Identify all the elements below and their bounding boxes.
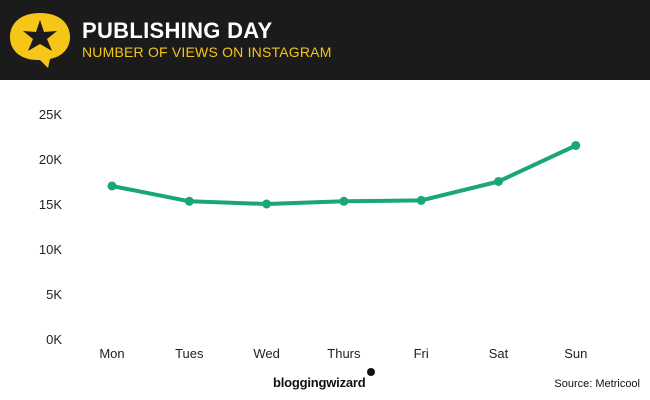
data-point — [339, 196, 349, 206]
x-tick-label: Sat — [489, 346, 509, 361]
page-subtitle: NUMBER OF VIEWS ON INSTAGRAM — [82, 44, 332, 60]
x-tick-label: Mon — [99, 346, 124, 361]
header-banner: PUBLISHING DAY NUMBER OF VIEWS ON INSTAG… — [0, 0, 650, 80]
x-axis: Mon Tues Wed Thurs Fri Sat Sun — [99, 346, 587, 361]
y-tick-label: 25K — [39, 107, 62, 122]
x-tick-label: Wed — [253, 346, 280, 361]
data-point — [571, 141, 581, 150]
star-speech-bubble-icon — [10, 13, 70, 68]
y-tick-label: 15K — [39, 197, 62, 212]
y-axis: 0K 5K 10K 15K 20K 25K — [39, 107, 62, 347]
brand-logo-text: bloggingwizard — [273, 375, 366, 390]
y-tick-label: 5K — [46, 287, 62, 302]
data-point — [416, 195, 426, 205]
y-tick-label: 20K — [39, 152, 62, 167]
data-point — [107, 181, 117, 191]
source-note: Source: Metricool — [554, 378, 640, 390]
series-line — [110, 143, 578, 206]
line-chart: 0K 5K 10K 15K 20K 25K Mon Tues Wed Thurs Fri Sat Su… — [39, 107, 588, 361]
y-tick-label: 10K — [39, 242, 62, 257]
brand-dot-icon — [367, 368, 375, 376]
page-title: PUBLISHING DAY — [82, 18, 273, 43]
series-layer — [107, 141, 581, 209]
y-tick-label: 0K — [46, 332, 62, 347]
data-point — [262, 199, 272, 209]
x-tick-label: Fri — [414, 346, 429, 361]
x-tick-label: Tues — [175, 346, 204, 361]
data-point — [184, 196, 194, 206]
data-point — [494, 177, 503, 186]
x-tick-label: Sun — [564, 346, 587, 361]
x-tick-label: Thurs — [327, 346, 361, 361]
